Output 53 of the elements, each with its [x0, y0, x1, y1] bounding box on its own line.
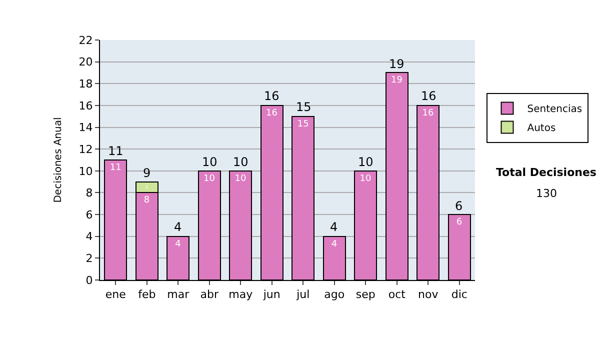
data-label: 10 — [204, 174, 216, 184]
data-label: 16 — [422, 108, 434, 118]
data-label: 11 — [110, 163, 122, 173]
total-label: 4 — [330, 220, 338, 234]
y-tick-label: 6 — [86, 208, 93, 222]
y-tick-label: 20 — [78, 56, 93, 69]
total-label: 6 — [455, 199, 463, 213]
data-label: 16 — [266, 108, 278, 118]
data-label: 8 — [144, 196, 150, 206]
total-label: 10 — [358, 155, 374, 169]
legend-label: Sentencias — [527, 104, 582, 116]
data-label: 6 — [456, 218, 462, 228]
y-tick-label: 22 — [78, 34, 93, 47]
y-tick-label: 0 — [86, 274, 93, 287]
total-label: 4 — [174, 220, 182, 234]
y-tick-label: 2 — [86, 252, 93, 266]
y-tick-label: 12 — [78, 142, 93, 156]
x-tick-label: mar — [167, 288, 190, 302]
data-label: 10 — [360, 174, 372, 184]
x-tick-label: may — [228, 288, 254, 302]
x-tick-label: abr — [200, 288, 219, 302]
data-label: 4 — [175, 239, 182, 250]
x-tick-label: ene — [105, 288, 126, 302]
total-label: 11 — [108, 144, 124, 158]
total-label: 16 — [264, 89, 280, 103]
x-tick-label: sep — [356, 288, 376, 302]
y-tick-label: 16 — [78, 99, 93, 112]
text: 130 — [536, 187, 557, 200]
y-tick-label: 10 — [78, 164, 93, 178]
total-label: 15 — [296, 100, 312, 114]
total-label: 10 — [233, 155, 248, 169]
total-label: 16 — [421, 89, 436, 103]
x-tick-label: jun — [262, 288, 280, 302]
y-tick-label: 4 — [86, 230, 93, 244]
x-tick-label: oct — [388, 288, 406, 302]
x-tick-label: feb — [138, 288, 156, 302]
total-label: 19 — [389, 57, 404, 71]
data-label: 19 — [391, 76, 403, 86]
y-axis-title: Decisiones Anual — [52, 117, 64, 203]
data-label: 10 — [234, 174, 246, 184]
x-tick-label: nov — [418, 288, 439, 302]
y-tick-label: 8 — [86, 186, 93, 200]
text: Total Decisiones — [496, 166, 597, 179]
x-tick-label: ago — [324, 288, 345, 302]
x-tick-label: dic — [451, 288, 468, 302]
data-label: 15 — [297, 119, 309, 130]
total-label: 10 — [202, 155, 218, 169]
y-tick-label: 18 — [78, 77, 93, 90]
legend-label: Autos — [527, 123, 556, 134]
x-tick-label: jul — [296, 288, 310, 302]
total-label: 9 — [143, 166, 151, 180]
data-label: 4 — [331, 239, 338, 250]
y-tick-label: 14 — [78, 121, 93, 134]
